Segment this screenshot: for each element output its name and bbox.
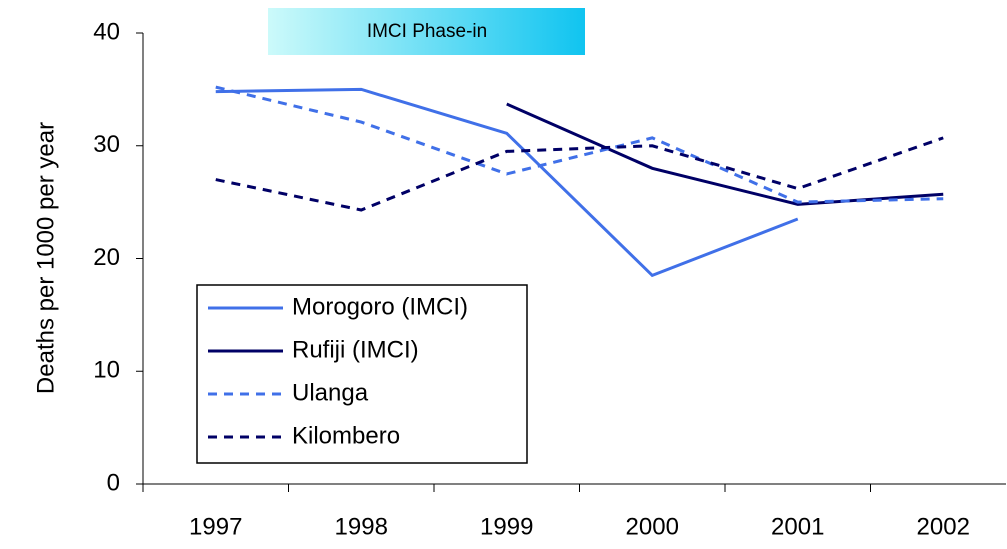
- x-tick-label: 1997: [189, 513, 242, 540]
- legend-box: [196, 284, 528, 464]
- y-tick-label: 40: [93, 18, 120, 45]
- y-tick-label: 0: [107, 469, 120, 496]
- y-tick-label: 10: [93, 357, 120, 384]
- series-line: [215, 85, 944, 204]
- x-tick-label: 2002: [917, 513, 970, 540]
- legend-label: Rufiji (IMCI): [292, 336, 419, 363]
- x-tick-label: 2001: [771, 513, 824, 540]
- annotation-box: [268, 8, 585, 55]
- x-tick-label: 2000: [626, 513, 679, 540]
- legend-label: Kilombero: [292, 422, 400, 449]
- x-tick-label: 1998: [335, 513, 388, 540]
- legend-label: Morogoro (IMCI): [292, 293, 468, 320]
- series-line: [215, 136, 944, 212]
- y-axis-label: Deaths per 1000 per year: [32, 122, 59, 394]
- y-tick-label: 20: [93, 244, 120, 271]
- series-line: [506, 102, 944, 206]
- y-tick-label: 30: [93, 131, 120, 158]
- annotation: IMCI Phase-in: [367, 21, 487, 42]
- x-tick-label: 1999: [480, 513, 533, 540]
- series-line: [215, 87, 799, 278]
- legend-label: Ulanga: [292, 379, 369, 406]
